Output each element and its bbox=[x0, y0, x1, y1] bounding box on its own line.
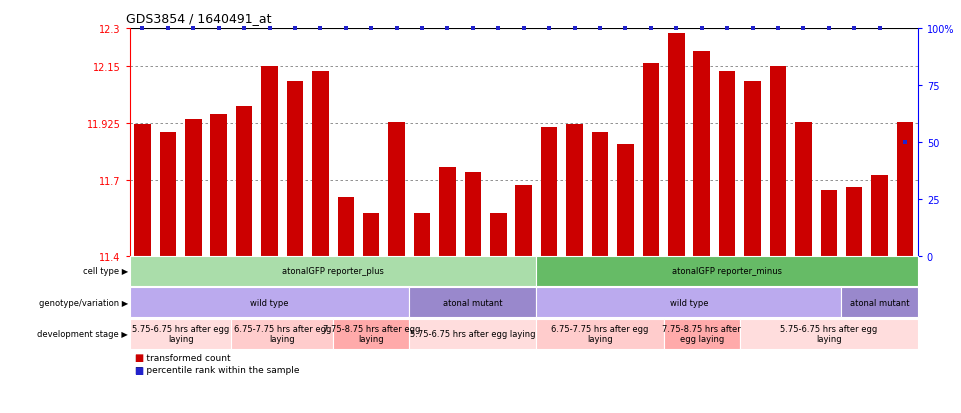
Text: 5.75-6.75 hrs after egg
laying: 5.75-6.75 hrs after egg laying bbox=[132, 324, 230, 344]
Bar bbox=[795, 122, 812, 256]
Text: 5.75-6.75 hrs after egg laying: 5.75-6.75 hrs after egg laying bbox=[410, 330, 535, 338]
Bar bbox=[744, 82, 761, 256]
Bar bbox=[185, 120, 202, 256]
Bar bbox=[668, 34, 684, 256]
Bar bbox=[261, 67, 278, 256]
Text: atonalGFP reporter_plus: atonalGFP reporter_plus bbox=[283, 267, 384, 275]
Bar bbox=[592, 133, 608, 256]
Bar bbox=[160, 133, 176, 256]
Text: ■ percentile rank within the sample: ■ percentile rank within the sample bbox=[135, 365, 299, 374]
Text: atonal mutant: atonal mutant bbox=[443, 298, 503, 307]
Bar bbox=[643, 64, 659, 256]
Text: 6.75-7.75 hrs after egg
laying: 6.75-7.75 hrs after egg laying bbox=[234, 324, 331, 344]
Text: 5.75-6.75 hrs after egg
laying: 5.75-6.75 hrs after egg laying bbox=[780, 324, 877, 344]
Text: 7.75-8.75 hrs after
egg laying: 7.75-8.75 hrs after egg laying bbox=[662, 324, 741, 344]
Text: genotype/variation ▶: genotype/variation ▶ bbox=[38, 298, 128, 307]
Bar bbox=[617, 145, 633, 256]
Bar bbox=[235, 107, 253, 256]
Text: cell type ▶: cell type ▶ bbox=[83, 267, 128, 275]
Text: 7.75-8.75 hrs after egg
laying: 7.75-8.75 hrs after egg laying bbox=[323, 324, 420, 344]
Bar bbox=[770, 67, 786, 256]
Bar bbox=[846, 188, 862, 256]
Bar bbox=[210, 115, 227, 256]
Text: wild type: wild type bbox=[670, 298, 708, 307]
Bar bbox=[872, 175, 888, 256]
Bar bbox=[541, 127, 557, 256]
Text: 6.75-7.75 hrs after egg
laying: 6.75-7.75 hrs after egg laying bbox=[552, 324, 649, 344]
Bar bbox=[719, 72, 735, 256]
Bar bbox=[135, 125, 151, 256]
Bar bbox=[337, 198, 354, 256]
Text: GDS3854 / 1640491_at: GDS3854 / 1640491_at bbox=[126, 12, 271, 25]
Bar bbox=[465, 173, 481, 256]
Bar bbox=[821, 190, 837, 256]
Bar bbox=[515, 185, 532, 256]
Text: ■: ■ bbox=[135, 365, 144, 375]
Text: development stage ▶: development stage ▶ bbox=[37, 330, 128, 338]
Bar bbox=[363, 213, 380, 256]
Text: ■ transformed count: ■ transformed count bbox=[135, 353, 231, 362]
Bar bbox=[388, 122, 405, 256]
Text: atonal mutant: atonal mutant bbox=[850, 298, 909, 307]
Bar bbox=[490, 213, 506, 256]
Bar bbox=[439, 168, 456, 256]
Text: atonalGFP reporter_minus: atonalGFP reporter_minus bbox=[672, 267, 782, 275]
Text: wild type: wild type bbox=[250, 298, 289, 307]
Bar bbox=[414, 213, 431, 256]
Bar bbox=[694, 52, 710, 256]
Text: ■: ■ bbox=[135, 352, 144, 362]
Bar bbox=[312, 72, 329, 256]
Bar bbox=[566, 125, 582, 256]
Bar bbox=[286, 82, 304, 256]
Bar bbox=[897, 122, 913, 256]
